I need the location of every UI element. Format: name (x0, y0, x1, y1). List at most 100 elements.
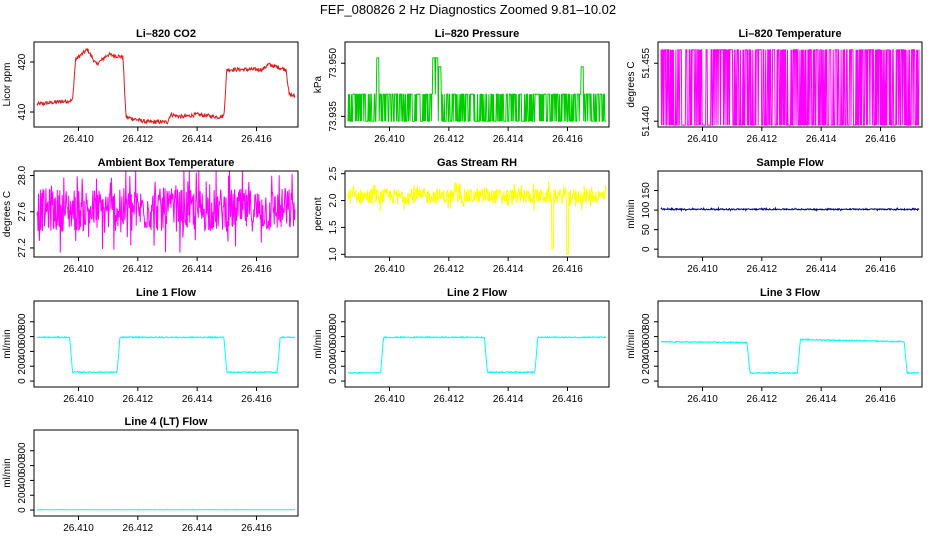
y-tick-label: 0 (641, 246, 652, 252)
chart-panel-7: Line 1 Flow ml/min 26.410 26.412 26.414 26.41… (2, 287, 299, 405)
x-tick-label: 26.414 (182, 134, 213, 145)
y-axis-label: ml/min (626, 329, 637, 358)
x-tick-label: 26.412 (434, 134, 465, 145)
x-tick-label: 26.412 (123, 523, 154, 534)
y-tick-label: 600 (641, 328, 652, 345)
y-tick-label: 200 (641, 357, 652, 374)
y-tick-label: 28.0 (17, 165, 28, 185)
x-tick-label: 26.416 (552, 394, 583, 405)
y-tick-label: 0 (17, 507, 28, 513)
x-tick-label: 26.410 (374, 394, 405, 405)
x-tick-label: 26.416 (241, 523, 272, 534)
x-tick-label: 26.412 (123, 264, 154, 275)
series-line (36, 335, 296, 374)
y-tick-label: 73.935 (328, 101, 339, 132)
panel-title: Line 4 (LT) Flow (125, 416, 208, 428)
y-tick-label: 800 (17, 442, 28, 459)
chart-panel-1: Li–820 CO2 Licor ppm 26.410 26.412 26.414 26.… (2, 28, 299, 145)
y-axis-label: ml/min (313, 329, 324, 358)
y-axis-label: kPa (313, 75, 324, 93)
series-line (348, 335, 606, 375)
y-tick-label: 600 (328, 328, 339, 345)
x-tick-label: 26.414 (182, 264, 213, 275)
panel-title: Gas Stream RH (437, 157, 517, 169)
x-tick-label: 26.412 (747, 264, 778, 275)
chart-panel-2: Li–820 Pressure kPa 26.410 26.412 26.414 26.4… (313, 28, 610, 145)
panel-title: Li–820 CO2 (136, 28, 196, 40)
panel-title: Line 3 Flow (760, 287, 820, 299)
y-tick-label: 2.0 (328, 193, 339, 207)
series-line (660, 206, 920, 213)
series-line (661, 337, 920, 375)
x-tick-label: 26.414 (806, 264, 837, 275)
y-tick-label: 51.440 (641, 105, 652, 136)
chart-panel-9: Line 3 Flow ml/min 26.410 26.412 26.414 26.41… (626, 287, 923, 405)
x-tick-label: 26.412 (123, 134, 154, 145)
plot-frame (344, 300, 610, 388)
y-tick-label: 800 (641, 313, 652, 330)
chart-panel-4: Ambient Box Temperature degrees C 26.410 26… (2, 157, 299, 275)
plot-frame (33, 41, 299, 128)
y-tick-label: 1.0 (328, 247, 339, 261)
panel-title: Sample Flow (756, 157, 824, 169)
y-tick-label: 400 (17, 343, 28, 360)
y-tick-label: 600 (17, 328, 28, 345)
x-tick-label: 26.416 (865, 394, 896, 405)
page-title: FEF_080826 2 Hz Diagnostics Zoomed 9.81–… (319, 2, 617, 17)
y-tick-label: 200 (17, 486, 28, 503)
x-tick-label: 26.416 (865, 134, 896, 145)
x-tick-label: 26.416 (241, 264, 272, 275)
x-tick-label: 26.416 (552, 134, 583, 145)
y-tick-label: 400 (641, 343, 652, 360)
plot-frame (344, 170, 610, 258)
y-tick-label: 400 (17, 472, 28, 489)
y-tick-label: 2.5 (328, 166, 339, 180)
x-tick-label: 26.412 (434, 394, 465, 405)
y-axis-label: degrees C (626, 61, 637, 107)
y-tick-label: 200 (17, 357, 28, 374)
series-line (36, 47, 296, 126)
x-tick-label: 26.416 (241, 394, 272, 405)
series-line (36, 508, 295, 511)
chart-panel-3: Li–820 Temperature degrees C 26.410 26.412 2… (626, 28, 923, 145)
x-tick-label: 26.412 (123, 394, 154, 405)
x-tick-label: 26.412 (434, 264, 465, 275)
y-tick-label: 400 (328, 343, 339, 360)
y-axis-label: ml/min (626, 199, 637, 228)
panel-title: Line 2 Flow (447, 287, 507, 299)
series-line (36, 170, 296, 253)
x-tick-label: 26.410 (687, 264, 718, 275)
x-tick-label: 26.410 (687, 394, 718, 405)
panel-title: Li–820 Pressure (435, 28, 519, 40)
y-tick-label: 27.2 (17, 238, 28, 258)
x-tick-label: 26.414 (493, 264, 524, 275)
series-line (347, 57, 606, 122)
y-tick-label: 1.5 (328, 220, 339, 234)
plot-frame (657, 170, 923, 258)
x-tick-label: 26.414 (182, 394, 213, 405)
panel-title: Line 1 Flow (136, 287, 196, 299)
series-line (347, 181, 607, 255)
y-tick-label: 410 (17, 103, 28, 120)
y-axis-label: ml/min (2, 458, 13, 487)
y-axis-label: percent (313, 197, 324, 231)
x-tick-label: 26.416 (865, 264, 896, 275)
y-tick-label: 200 (328, 357, 339, 374)
chart-panel-10: Line 4 (LT) Flow ml/min 26.410 26.412 26.414… (2, 416, 299, 534)
y-tick-label: 100 (641, 201, 652, 218)
panel-title: Li–820 Temperature (738, 28, 841, 40)
y-tick-label: 420 (17, 53, 28, 70)
x-tick-label: 26.416 (241, 134, 272, 145)
y-axis-label: Licor ppm (2, 63, 13, 107)
plot-frame (33, 170, 299, 258)
y-tick-label: 27.6 (17, 202, 28, 222)
x-tick-label: 26.412 (747, 394, 778, 405)
x-tick-label: 26.416 (552, 264, 583, 275)
plot-frame (33, 429, 299, 517)
y-tick-label: 150 (641, 182, 652, 199)
x-tick-label: 26.410 (63, 134, 94, 145)
y-tick-label: 50 (641, 224, 652, 236)
x-tick-label: 26.410 (374, 134, 405, 145)
x-tick-label: 26.410 (374, 264, 405, 275)
